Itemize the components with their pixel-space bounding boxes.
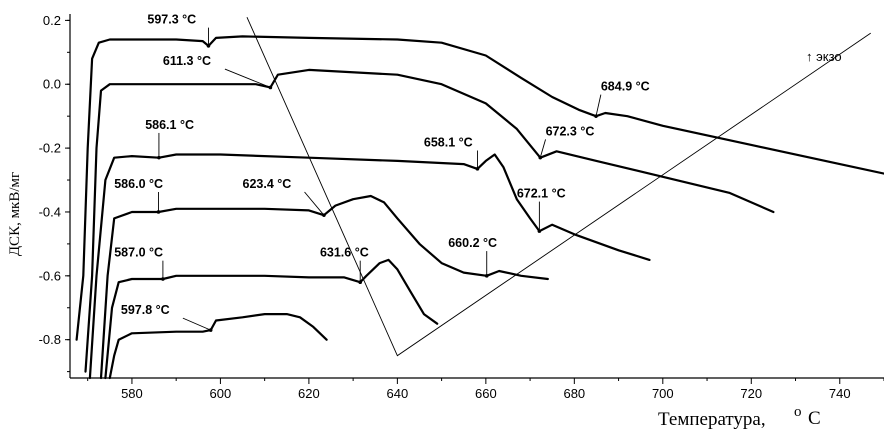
x-tick-label: 660 bbox=[475, 386, 497, 401]
peak-annotation-label: 672.1 °C bbox=[517, 187, 566, 201]
annotation-point bbox=[475, 167, 480, 171]
x-tick-label: 680 bbox=[563, 386, 585, 401]
annotation-point bbox=[358, 280, 363, 285]
annotation-point bbox=[322, 213, 326, 217]
y-tick-label: -0.8 bbox=[39, 332, 61, 347]
annotation-leader bbox=[595, 94, 602, 117]
peak-annotation-label: 658.1 °C bbox=[424, 136, 473, 150]
x-tick-label: 740 bbox=[829, 386, 851, 401]
x-axis-unit: C bbox=[808, 408, 821, 429]
annotation-leader bbox=[182, 317, 211, 331]
exo-label: ↑ экзо bbox=[806, 49, 842, 64]
axes: 0.2 0.0 -0.2 -0.4 -0.6 -0.8 580 600 620 640 660 680… bbox=[39, 13, 884, 401]
y-axis-label: ДСК, мкВ/мг bbox=[7, 172, 23, 256]
annotation-point bbox=[268, 85, 273, 90]
y-tick-label: -0.4 bbox=[39, 204, 61, 219]
x-axis-unit-superscript: o bbox=[794, 404, 802, 420]
x-axis-label: Температура, bbox=[658, 409, 766, 430]
x-tick-label: 700 bbox=[652, 386, 674, 401]
annotation-leader bbox=[539, 139, 547, 158]
annotation-point bbox=[594, 114, 598, 118]
annotation-leader bbox=[304, 191, 325, 216]
peak-annotation-label: 684.9 °C bbox=[601, 80, 650, 94]
dsc-curve-3 bbox=[88, 153, 651, 380]
y-tick-label: 0.0 bbox=[43, 77, 61, 92]
y-tick-label: 0.2 bbox=[43, 13, 61, 28]
x-tick-label: 720 bbox=[740, 386, 762, 401]
dsc-curve-6 bbox=[108, 313, 328, 380]
series-layer bbox=[75, 35, 884, 380]
y-tick-label: -0.2 bbox=[39, 141, 61, 156]
annotation-point bbox=[157, 155, 161, 160]
peak-annotation-label: 587.0 °C bbox=[114, 246, 163, 260]
guide-lines bbox=[246, 17, 871, 357]
x-tick-label: 640 bbox=[387, 386, 409, 401]
peak-annotation-label: 597.8 °C bbox=[121, 303, 170, 317]
annotation-point bbox=[206, 44, 211, 48]
annotation-point bbox=[538, 155, 543, 160]
dsc-curve-4 bbox=[99, 194, 549, 380]
x-tick-label: 620 bbox=[298, 386, 320, 401]
peak-annotation-label: 660.2 °C bbox=[448, 236, 497, 250]
peak-annotation-label: 611.3 °C bbox=[163, 54, 211, 68]
peak-annotation-label: 623.4 °C bbox=[243, 177, 292, 191]
y-tick-label: -0.6 bbox=[39, 268, 61, 283]
x-tick-label: 600 bbox=[210, 386, 232, 401]
peak-annotation-label: 597.3 °C bbox=[147, 13, 196, 27]
annotation-point bbox=[156, 210, 161, 214]
peak-annotation-label: 586.0 °C bbox=[114, 177, 163, 191]
dsc-curve-5 bbox=[104, 258, 439, 380]
peak-annotation-label: 586.1 °C bbox=[145, 118, 194, 132]
annotations-layer: 597.3 °C 611.3 °C 684.9 °C 586.1 °C 658.1 °C… bbox=[114, 13, 650, 332]
x-tick-label: 580 bbox=[121, 386, 143, 401]
guide-line bbox=[246, 17, 871, 357]
annotation-point bbox=[537, 229, 542, 233]
annotation-point bbox=[208, 328, 213, 332]
annotation-point bbox=[161, 277, 165, 281]
annotation-leader bbox=[224, 68, 271, 88]
dsc-curve-1 bbox=[75, 35, 884, 341]
peak-annotation-label: 672.3 °C bbox=[546, 124, 595, 138]
annotation-point bbox=[484, 274, 489, 278]
dsc-curve-2 bbox=[84, 68, 775, 373]
peak-annotation-label: 631.6 °C bbox=[320, 246, 369, 260]
